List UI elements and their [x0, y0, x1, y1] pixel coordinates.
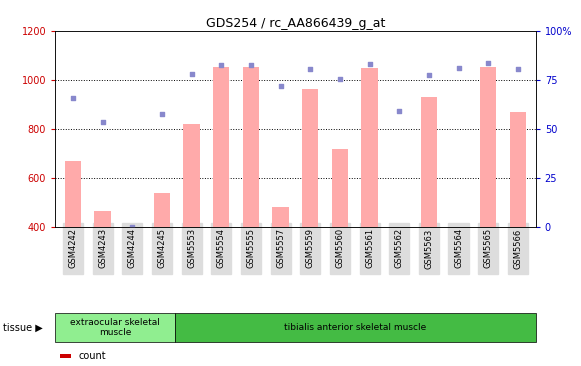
Text: tibialis anterior skeletal muscle: tibialis anterior skeletal muscle [284, 323, 426, 332]
Point [306, 66, 315, 72]
Bar [95, 211, 111, 227]
Bar [55, 313, 175, 342]
Point [98, 119, 107, 124]
Bar [510, 112, 526, 227]
Text: tissue ▶: tissue ▶ [3, 322, 42, 333]
Bar [154, 193, 170, 227]
Bar [184, 124, 200, 227]
Point [217, 63, 226, 68]
Bar [243, 67, 259, 227]
Bar [272, 207, 289, 227]
Text: count: count [78, 351, 106, 361]
Bar [175, 313, 536, 342]
Bar [302, 89, 318, 227]
Bar [65, 161, 81, 227]
Bar [213, 67, 229, 227]
Bar [60, 354, 71, 358]
Bar [361, 68, 378, 227]
Point [483, 60, 493, 66]
Point [454, 65, 463, 71]
Point [69, 96, 78, 101]
Text: extraocular skeletal
muscle: extraocular skeletal muscle [70, 318, 160, 337]
Point [276, 83, 285, 89]
Point [394, 108, 404, 113]
Point [246, 63, 256, 68]
Point [335, 76, 345, 82]
Point [187, 71, 196, 77]
Bar [421, 97, 437, 227]
Point [128, 224, 137, 230]
Point [157, 111, 167, 117]
Point [513, 66, 522, 72]
Point [365, 61, 374, 67]
Bar [480, 67, 496, 227]
Bar [332, 149, 348, 227]
Point [424, 72, 433, 78]
Title: GDS254 / rc_AA866439_g_at: GDS254 / rc_AA866439_g_at [206, 17, 385, 30]
